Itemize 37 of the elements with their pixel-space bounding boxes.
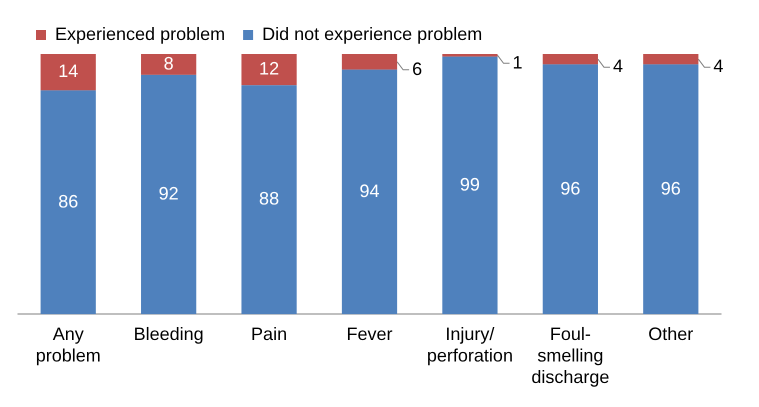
data-label: 6 xyxy=(412,58,422,79)
data-label: 96 xyxy=(660,178,681,198)
x-tick-label: Injury/perforation xyxy=(426,324,513,366)
bar xyxy=(542,64,598,314)
legend-label: Did not experience problem xyxy=(262,24,482,44)
bar xyxy=(241,85,297,314)
bar xyxy=(241,54,297,86)
data-label: 1 xyxy=(512,52,523,72)
bar xyxy=(141,74,196,314)
data-label: 99 xyxy=(460,174,480,194)
data-label: 96 xyxy=(560,178,580,198)
bar xyxy=(643,54,698,64)
bar xyxy=(542,54,598,64)
data-label: 12 xyxy=(259,58,280,79)
legend-label: Experienced problem xyxy=(55,24,226,44)
bar xyxy=(442,54,498,57)
data-label: 92 xyxy=(158,183,179,204)
data-label: 86 xyxy=(58,191,78,212)
bar xyxy=(40,54,96,90)
x-tick-label: Any problem xyxy=(36,324,101,366)
data-label: 14 xyxy=(58,61,78,82)
data-label: 94 xyxy=(359,180,380,201)
x-tick-label: Pain xyxy=(251,324,288,344)
data-label: 8 xyxy=(164,53,174,74)
bar xyxy=(442,56,498,314)
x-tick-label: Fever xyxy=(346,324,393,344)
bar xyxy=(342,70,398,314)
bar xyxy=(643,64,698,314)
data-label: 4 xyxy=(713,56,724,76)
data-label: 4 xyxy=(612,56,623,76)
x-tick-label: Other xyxy=(648,324,694,344)
x-tick-label: Bleeding xyxy=(134,324,204,344)
bar xyxy=(40,90,96,314)
x-tick-label: Foul-smelling discharge xyxy=(531,324,610,388)
bar xyxy=(141,54,196,75)
bar xyxy=(342,54,398,70)
data-label: 88 xyxy=(259,188,280,209)
